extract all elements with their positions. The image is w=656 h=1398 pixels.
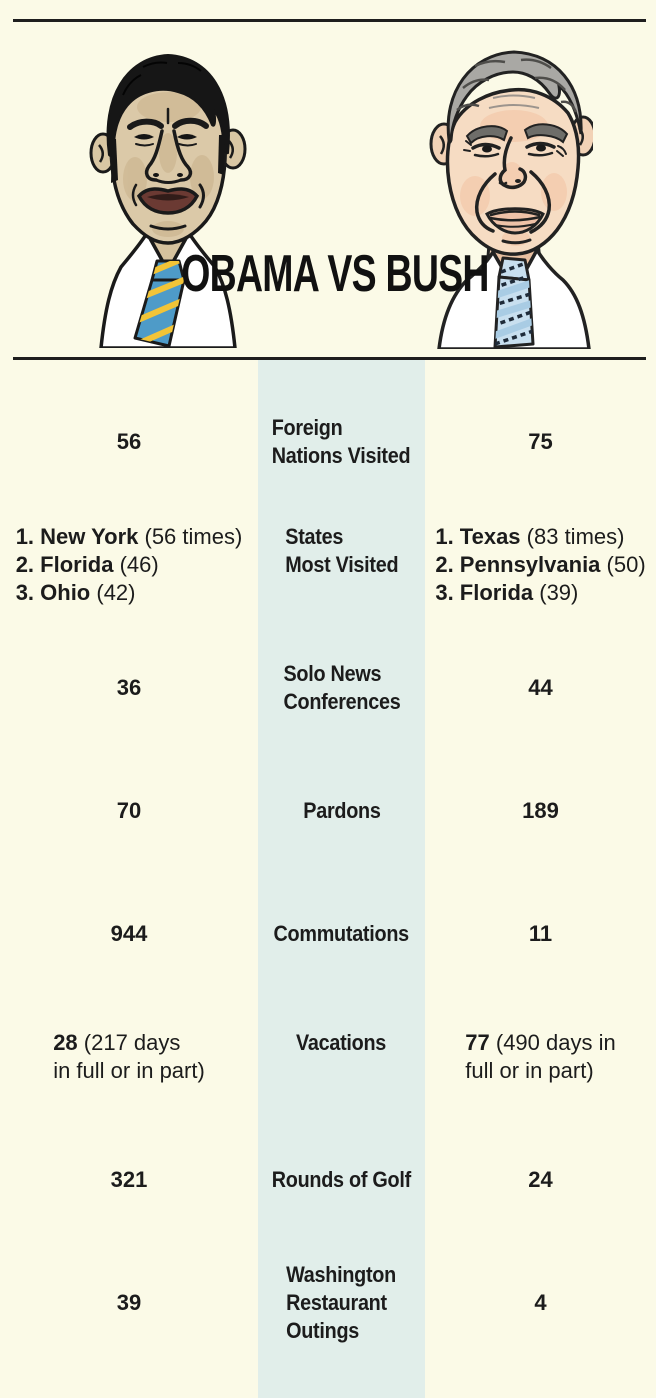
stat-value: 944 xyxy=(111,920,148,948)
stat-value: 4 xyxy=(534,1289,546,1317)
category-label: Pardons xyxy=(258,797,425,825)
stat-row: 39 Washington Restaurant Outings 4 xyxy=(0,1241,656,1364)
stat-value: 321 xyxy=(111,1166,148,1194)
stat-value: 11 xyxy=(529,920,552,948)
obama-stat: 70 xyxy=(0,797,258,825)
stats-rows: 56 Foreign Nations Visited 75 1. New York (5… xyxy=(0,360,656,1364)
category-text: Washington Restaurant Outings xyxy=(287,1261,397,1345)
bush-stat: 77 (490 days in full or in part) xyxy=(425,1029,656,1085)
stat-value: 44 xyxy=(528,674,552,702)
category-label: Vacations xyxy=(258,1029,425,1057)
stat-line: 11 xyxy=(528,920,553,946)
obama-stat: 28 (217 days in full or in part) xyxy=(0,1029,258,1085)
obama-stat: 56 xyxy=(0,428,258,456)
stat-value: 39 xyxy=(117,1289,141,1317)
category-line: Washington xyxy=(286,1261,397,1287)
stat-value: 75 xyxy=(528,428,552,456)
page-title: OBAMA VS BUSH xyxy=(181,245,489,303)
obama-stat: 944 xyxy=(0,920,258,948)
stat-line: 70 xyxy=(116,797,142,823)
category-column-background xyxy=(258,360,425,1398)
obama-stat: 36 xyxy=(0,674,258,702)
stat-row: 321 Rounds of Golf 24 xyxy=(0,1118,656,1241)
stat-line: 3. Florida (39) xyxy=(435,579,579,605)
stat-line: 1. Texas (83 times) xyxy=(435,523,625,549)
stat-value: 24 xyxy=(528,1166,552,1194)
obama-stat: 321 xyxy=(0,1166,258,1194)
category-label: States Most Visited xyxy=(258,523,425,579)
stat-line: 2. Florida (46) xyxy=(15,551,159,577)
bush-stat: 189 xyxy=(425,797,656,825)
stat-line: 77 (490 days in xyxy=(465,1029,616,1055)
stat-line: 2. Pennsylvania (50) xyxy=(435,551,646,577)
stat-row: 28 (217 days in full or in part) Vacations… xyxy=(0,995,656,1118)
stat-row: 36 Solo News Conferences 44 xyxy=(0,626,656,749)
stat-value: 56 xyxy=(117,428,141,456)
top-rule xyxy=(13,19,646,22)
category-line: States xyxy=(284,523,343,549)
stat-value: 77 (490 days in full or in part) xyxy=(465,1029,615,1085)
bush-stat: 75 xyxy=(425,428,656,456)
divider-rule xyxy=(13,357,646,360)
category-line: Commutations xyxy=(273,920,410,946)
category-label: Rounds of Golf xyxy=(258,1166,425,1194)
bush-stat: 24 xyxy=(425,1166,656,1194)
stat-line: 36 xyxy=(116,674,142,700)
category-text: Rounds of Golf xyxy=(272,1166,411,1194)
stat-line: 44 xyxy=(528,674,553,700)
stat-line: 1. New York (56 times) xyxy=(15,523,243,549)
category-label: Solo News Conferences xyxy=(258,660,425,716)
category-text: Foreign Nations Visited xyxy=(272,414,411,470)
stat-line: 944 xyxy=(110,920,148,946)
category-text: Vacations xyxy=(296,1029,386,1057)
stat-line: 28 (217 days xyxy=(53,1029,181,1055)
stat-line: in full or in part) xyxy=(53,1057,205,1083)
stat-row: 944 Commutations 11 xyxy=(0,872,656,995)
bush-stat: 11 xyxy=(425,920,656,948)
bush-stat: 4 xyxy=(425,1289,656,1317)
stat-value: 70 xyxy=(117,797,141,825)
category-line: Most Visited xyxy=(284,551,399,577)
obama-portrait xyxy=(89,53,247,348)
stat-line: 321 xyxy=(110,1166,148,1192)
stat-line: 4 xyxy=(534,1289,547,1315)
stat-line: 75 xyxy=(528,428,553,454)
category-line: Conferences xyxy=(283,688,400,714)
stat-line: 3. Ohio (42) xyxy=(15,579,136,605)
category-label: Washington Restaurant Outings xyxy=(258,1261,425,1345)
category-line: Pardons xyxy=(302,797,381,823)
category-line: Rounds of Golf xyxy=(271,1166,412,1192)
bush-stat: 44 xyxy=(425,674,656,702)
stat-row: 1. New York (56 times) 2. Florida (46) 3. … xyxy=(0,503,656,626)
stat-value: 36 xyxy=(117,674,141,702)
stat-value: 1. Texas (83 times) 2. Pennsylvania (50) 3… xyxy=(435,523,645,607)
obama-stat: 39 xyxy=(0,1289,258,1317)
bush-stat: 1. Texas (83 times) 2. Pennsylvania (50) 3… xyxy=(425,523,656,607)
stat-row: 70 Pardons 189 xyxy=(0,749,656,872)
stat-value: 1. New York (56 times) 2. Florida (46) 3. … xyxy=(16,523,243,607)
category-line: Vacations xyxy=(296,1029,387,1055)
category-line: Solo News xyxy=(283,660,381,686)
stat-line: full or in part) xyxy=(465,1057,594,1083)
category-label: Foreign Nations Visited xyxy=(258,414,425,470)
category-line: Outings xyxy=(286,1317,360,1343)
stat-row: 56 Foreign Nations Visited 75 xyxy=(0,380,656,503)
bush-portrait xyxy=(429,50,593,349)
category-text: Commutations xyxy=(273,920,410,948)
stat-value: 28 (217 days in full or in part) xyxy=(53,1029,205,1085)
stat-line: 39 xyxy=(116,1289,142,1315)
category-line: Restaurant xyxy=(286,1289,388,1315)
stat-value: 189 xyxy=(522,797,559,825)
stats-section: 56 Foreign Nations Visited 75 1. New York (5… xyxy=(0,360,656,1398)
stat-line: 56 xyxy=(116,428,142,454)
category-text: Solo News Conferences xyxy=(283,660,400,716)
category-line: Nations Visited xyxy=(272,442,411,468)
stat-line: 189 xyxy=(522,797,559,823)
category-label: Commutations xyxy=(258,920,425,948)
category-text: Pardons xyxy=(302,797,381,825)
category-text: States Most Visited xyxy=(285,523,398,579)
category-line: Foreign xyxy=(272,414,343,440)
stat-line: 24 xyxy=(528,1166,553,1192)
obama-stat: 1. New York (56 times) 2. Florida (46) 3. … xyxy=(0,523,258,607)
